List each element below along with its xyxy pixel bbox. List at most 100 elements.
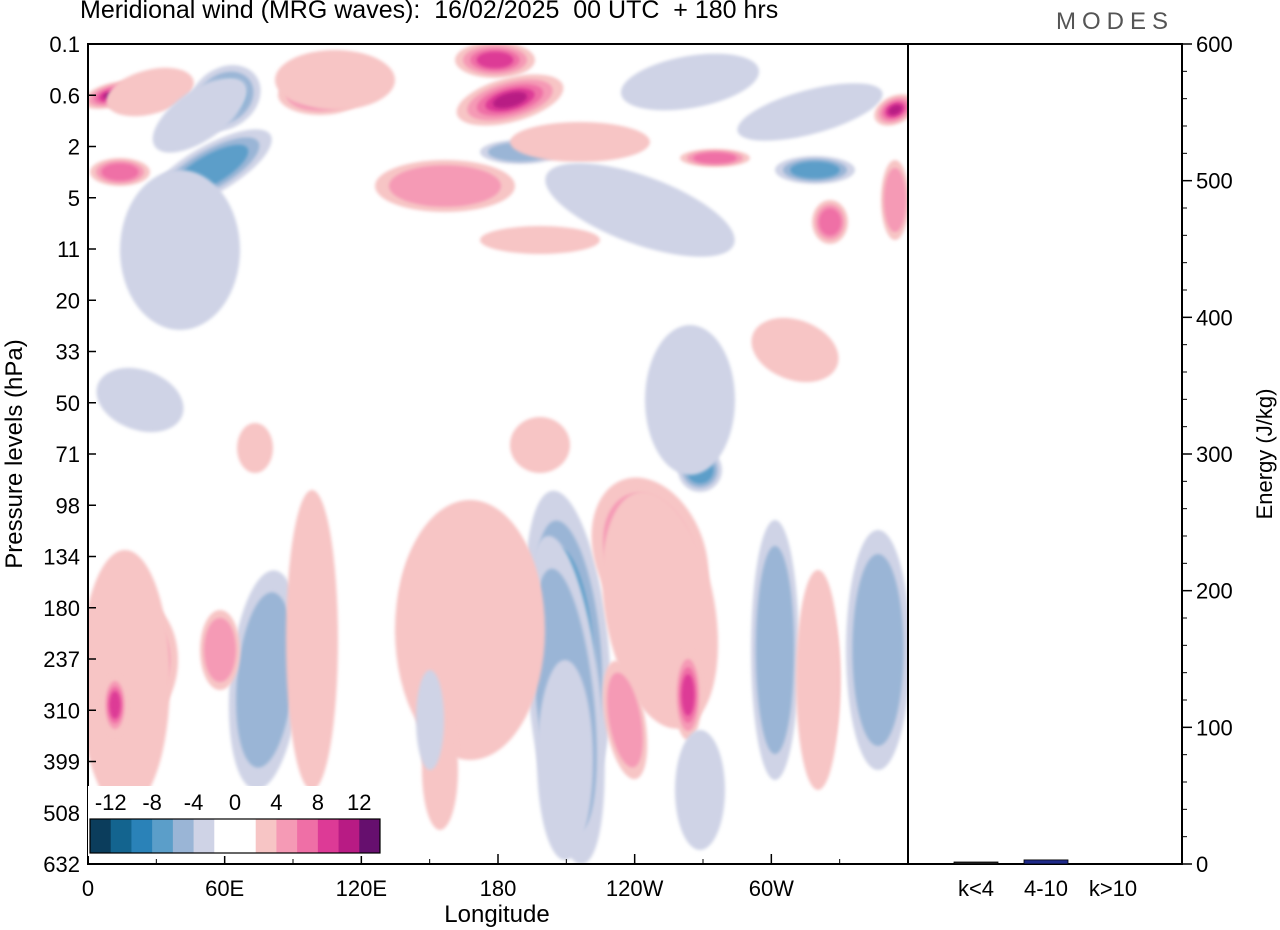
positive-contour-1 (796, 570, 840, 790)
positive-contour-3 (818, 208, 842, 236)
colorbar-label: 4 (270, 790, 282, 815)
y-tick-label: 0.6 (49, 83, 80, 108)
positive-contour-1 (275, 50, 395, 110)
y-tick-label: 237 (43, 647, 80, 672)
positive-contour-4 (109, 691, 121, 719)
colorbar-label: -8 (142, 790, 162, 815)
longitude-axis: 0 60E 120E 180 120W 60W (82, 854, 841, 901)
colorbar-swatch (90, 819, 112, 853)
x-tick-label: 60W (749, 876, 794, 901)
negative-contour-1 (96, 367, 184, 433)
brand-logo: MODES (1056, 8, 1175, 35)
y-tick-label: 399 (43, 750, 80, 775)
energy-axis: 0 100 200 300 400 500 600 (1182, 32, 1233, 877)
positive-contour-1 (88, 550, 170, 810)
energy-category-label: k<4 (958, 876, 994, 901)
x-tick-label: 0 (82, 876, 94, 901)
negative-contour-1 (545, 163, 735, 257)
colorbar-swatch (359, 819, 381, 853)
positive-contour-2 (607, 672, 643, 768)
x-tick-label: 180 (480, 876, 517, 901)
positive-contour-1 (106, 67, 194, 117)
negative-contour-1 (675, 730, 725, 850)
energy-tick-label: 300 (1196, 442, 1233, 467)
negative-contour-2 (852, 554, 904, 746)
y-tick-label: 5 (68, 186, 80, 211)
x-tick-label: 120E (336, 876, 387, 901)
y-tick-label: 310 (43, 698, 80, 723)
chart-title: Meridional wind (MRG waves): 16/02/2025 … (80, 0, 779, 24)
positive-contour-3 (693, 152, 737, 164)
colorbar-swatch (172, 819, 195, 853)
colorbar-swatch (317, 819, 340, 853)
energy-bar (953, 861, 999, 865)
y-tick-label: 134 (43, 545, 80, 570)
positive-contour-5 (492, 91, 528, 109)
y-tick-label: 508 (43, 801, 80, 826)
positive-contour-1 (510, 417, 570, 473)
positive-contour-4 (681, 674, 695, 716)
colorbar-swatch (235, 819, 257, 853)
energy-axis-title: Energy (J/kg) (1252, 389, 1277, 520)
positive-contour-2 (883, 168, 907, 232)
positive-contour-2 (204, 618, 236, 682)
y-tick-label: 33 (56, 340, 80, 365)
energy-bars: k<4 4-10 k>10 (953, 859, 1137, 901)
positive-contour-1 (510, 122, 650, 162)
negative-contour-2 (755, 546, 795, 754)
positive-contour-4 (476, 51, 514, 69)
heatmap-contours (88, 44, 908, 864)
negative-contour-3 (790, 161, 840, 179)
colorbar-swatch (255, 819, 277, 853)
negative-contour-1 (737, 83, 883, 141)
positive-contour-1 (480, 226, 600, 254)
positive-contour-1 (237, 423, 273, 473)
negative-contour-2 (236, 592, 294, 768)
x-axis-title: Longitude (444, 901, 549, 928)
colorbar: -12 -8 -4 0 4 8 12 (88, 786, 382, 856)
x-tick-label: 120W (606, 876, 664, 901)
colorbar-swatch (131, 819, 153, 853)
colorbar-swatch (214, 819, 236, 853)
colorbar-swatch (276, 819, 298, 853)
colorbar-label: 0 (229, 790, 241, 815)
colorbar-swatch (338, 819, 360, 853)
colorbar-swatch (297, 819, 319, 853)
y-tick-label: 11 (57, 237, 80, 262)
y-tick-label: 180 (43, 596, 80, 621)
y-axis-title: Pressure levels (hPa) (1, 339, 28, 568)
energy-bar (1023, 859, 1069, 865)
colorbar-swatch (193, 819, 215, 853)
energy-category-label: k>10 (1089, 876, 1137, 901)
negative-contour-1 (416, 670, 444, 770)
positive-contour-3 (101, 163, 139, 181)
positive-contour-2 (389, 165, 501, 207)
energy-tick-label: 100 (1196, 715, 1233, 740)
colorbar-label: 8 (312, 790, 324, 815)
y-tick-label: 632 (43, 852, 80, 877)
colorbar-swatch (152, 819, 174, 853)
energy-tick-label: 500 (1196, 169, 1233, 194)
colorbar-label: -12 (95, 790, 127, 815)
negative-contour-1 (537, 660, 593, 860)
colorbar-label: -4 (184, 790, 204, 815)
y-tick-label: 50 (56, 391, 80, 416)
positive-contour-1 (751, 317, 839, 383)
positive-contour-1 (286, 490, 338, 790)
negative-contour-1 (620, 53, 760, 111)
colorbar-frame (89, 818, 381, 854)
negative-contour-1 (152, 77, 248, 153)
energy-panel-frame (907, 43, 1183, 865)
negative-contour-1 (645, 325, 735, 475)
y-tick-label: 0.1 (49, 32, 80, 57)
pressure-axis: 0.1 0.6 2 5 11 20 33 50 71 98 134 180 237 310 399 508 63… (43, 32, 96, 877)
y-tick-label: 71 (56, 442, 80, 467)
negative-contour-1 (120, 170, 240, 330)
y-tick-label: 2 (68, 135, 80, 160)
colorbar-label: 12 (347, 790, 371, 815)
y-tick-label: 20 (56, 288, 80, 313)
energy-tick-label: 600 (1196, 32, 1233, 57)
energy-category-label: 4-10 (1024, 876, 1068, 901)
energy-tick-label: 0 (1196, 852, 1208, 877)
